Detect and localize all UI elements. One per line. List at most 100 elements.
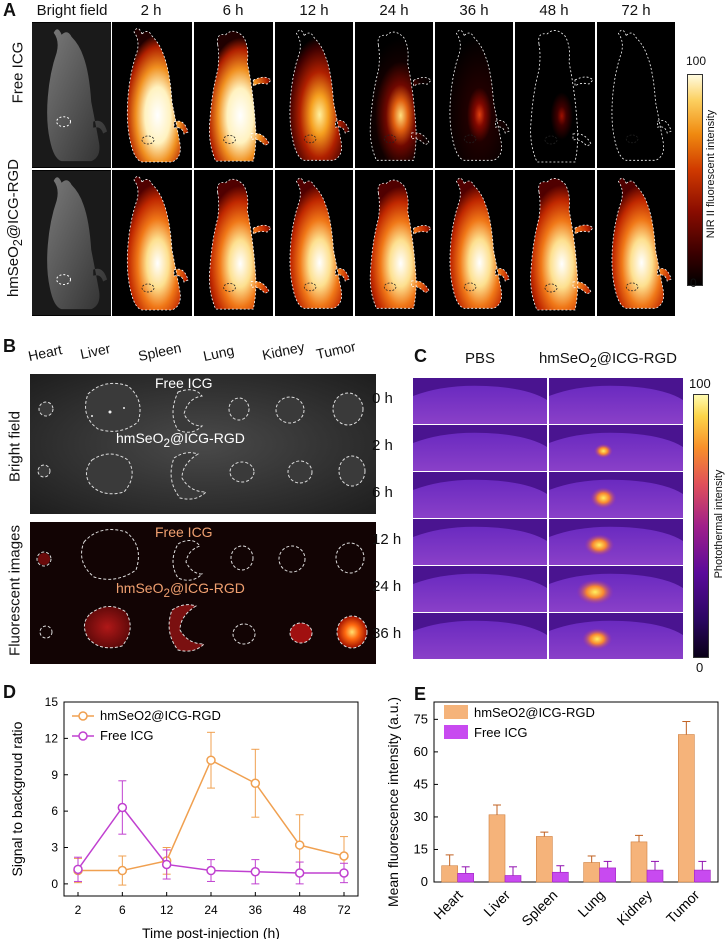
panel-b-bright-group1: Free ICG xyxy=(155,375,213,391)
d-xtick-label: 24 xyxy=(204,903,218,917)
panel-a-image-r1-c1 xyxy=(112,170,192,316)
d-ytick-label: 3 xyxy=(51,841,58,855)
panel-b-organ-tumor: Tumor xyxy=(314,338,358,362)
panel-a-image-r0-c6 xyxy=(515,22,595,168)
panel-e-chart: 0 15 30 45 60 75 Mean fluorescence intensity (… xyxy=(385,697,719,929)
d-xtick-label: 48 xyxy=(293,903,307,917)
panel-c-time-2: 6 h xyxy=(372,484,393,501)
e-ylabel: Mean fluorescence intensity (a.u.) xyxy=(385,697,401,907)
d-point-1-4 xyxy=(250,867,261,877)
d-point-1-3 xyxy=(206,865,216,876)
panel-a-header-3: 12 h xyxy=(299,2,329,19)
panel-a-image-r0-c1 xyxy=(112,22,192,168)
d-xtick-label: 12 xyxy=(160,903,174,917)
panel-a-colorbar-max: 100 xyxy=(686,54,707,68)
e-ytick-label: 15 xyxy=(414,841,428,856)
panel-a-header-2: 6 h xyxy=(222,2,244,19)
panel-d-letter: D xyxy=(3,682,16,702)
panel-c-colorbar-max: 100 xyxy=(689,376,711,391)
panel-c-col-hmseo2: hmSeO2@ICG-RGD xyxy=(538,350,678,370)
panel-c-time-1: 2 h xyxy=(372,437,393,454)
d-point-1-6 xyxy=(339,868,349,878)
d-ylabel: Signal to backgroud ratio xyxy=(9,721,25,876)
panel-a-colorbar xyxy=(687,74,703,286)
d-ytick-label: 15 xyxy=(45,695,59,709)
panel-c-time-4: 24 h xyxy=(372,578,402,595)
panel-c-image-r1-c1 xyxy=(549,425,683,471)
d-xlabel: Time post-injection (h) xyxy=(142,925,280,939)
d-legend-marker xyxy=(78,731,88,741)
panel-a-image-r1-c4 xyxy=(355,170,433,316)
d-point-0-6 xyxy=(339,851,349,861)
d-point-0-3 xyxy=(206,755,216,765)
panel-c-image-r2-c1 xyxy=(549,472,683,518)
panel-a-row-free-icg: Free ICG xyxy=(9,41,27,104)
panel-c-image-r0-c1 xyxy=(549,378,683,424)
e-bar-0-1 xyxy=(488,814,506,883)
e-xtick-label: Tumor xyxy=(663,887,703,927)
panel-a-image-r1-c0 xyxy=(32,170,111,316)
panel-a-colorbar-label: NIR II fluorescent intensity xyxy=(705,109,717,239)
panel-b-bright-group2: hmSeO2@ICG-RGD xyxy=(116,430,245,450)
e-legend-swatch xyxy=(444,725,468,739)
e-bar-0-4 xyxy=(630,841,648,883)
d-ytick-label: 6 xyxy=(51,804,58,818)
panel-a-letter: A xyxy=(3,0,16,20)
panel-a-header-5: 36 h xyxy=(459,2,489,19)
panel-a-header-1: 2 h xyxy=(140,2,162,19)
panel-c-image-r4-c1 xyxy=(549,566,683,612)
panel-c-time-0: 0 h xyxy=(372,390,393,407)
d-xtick-label: 36 xyxy=(249,903,263,917)
panel-c-image-r2-c0 xyxy=(413,472,547,518)
panel-b-bright-label: Bright field xyxy=(6,411,24,482)
panel-a-header-7: 72 h xyxy=(621,2,651,19)
panel-b-fluorescent-image: Free ICG hmSeO2@ICG-RGD xyxy=(30,522,376,664)
d-xtick-label: 6 xyxy=(119,903,126,917)
panel-b-fluor-label: Fluorescent images xyxy=(6,525,24,656)
d-point-0-5 xyxy=(294,840,305,850)
panel-c-colorbar-label: Photothermal intensity xyxy=(713,469,725,579)
panel-b-bright-field-image: Free ICG hmSeO2@ICG-RGD xyxy=(30,374,376,514)
panel-c-colorbar-min: 0 xyxy=(696,660,704,675)
panel-a-image-r1-c5 xyxy=(435,170,513,316)
panel-c-image-r3-c1 xyxy=(549,519,683,565)
e-legend-label-1: Free ICG xyxy=(474,725,527,740)
e-xtick-label: Heart xyxy=(430,887,466,923)
panel-c-time-5: 36 h xyxy=(372,625,402,642)
e-legend-swatch xyxy=(444,705,468,719)
panel-a-colorbar-min: 0 xyxy=(690,276,697,290)
panel-c-image-r0-c0 xyxy=(413,378,547,424)
panel-a-image-r1-c7 xyxy=(597,170,675,316)
panel-c-letter: C xyxy=(414,346,427,366)
panel-b-organ-liver: Liver xyxy=(78,340,112,362)
d-point-1-1 xyxy=(117,802,128,813)
panel-a-image-r0-c4 xyxy=(355,22,433,168)
panel-b-organ-lung: Lung xyxy=(201,341,236,364)
d-xtick-label: 2 xyxy=(75,903,82,917)
panel-a-image-r0-c0 xyxy=(32,22,111,168)
e-xtick-label: Lung xyxy=(574,887,607,920)
panel-a-header-0: Bright field xyxy=(36,2,108,19)
panel-c-image-r4-c0 xyxy=(413,566,547,612)
panel-a-image-r0-c3 xyxy=(275,22,353,168)
d-xtick-label: 72 xyxy=(337,903,351,917)
panel-a-header-6: 48 h xyxy=(539,2,569,19)
d-ytick-label: 0 xyxy=(51,877,58,891)
panel-c-image-r5-c1 xyxy=(549,613,683,659)
e-xtick-label: Spleen xyxy=(518,887,560,929)
d-point-1-5 xyxy=(294,868,305,878)
e-bar-0-3 xyxy=(583,862,600,883)
panel-c-colorbar xyxy=(693,394,709,658)
panel-a-image-r0-c2 xyxy=(194,22,273,168)
e-legend-label-0: hmSeO2@ICG-RGD xyxy=(474,705,595,720)
panel-b-organ-kidney: Kidney xyxy=(260,338,306,363)
e-xtick-label: Liver xyxy=(480,887,513,920)
d-ytick-label: 12 xyxy=(45,731,59,745)
e-bar-1-3 xyxy=(599,867,616,883)
panel-c-image-r3-c0 xyxy=(413,519,547,565)
d-point-0-4 xyxy=(250,778,261,788)
panel-a-row-hmseo2: hmSeO2@ICG-RGD xyxy=(5,158,25,298)
d-point-0-1 xyxy=(117,865,128,876)
d-ytick-label: 9 xyxy=(51,768,58,782)
